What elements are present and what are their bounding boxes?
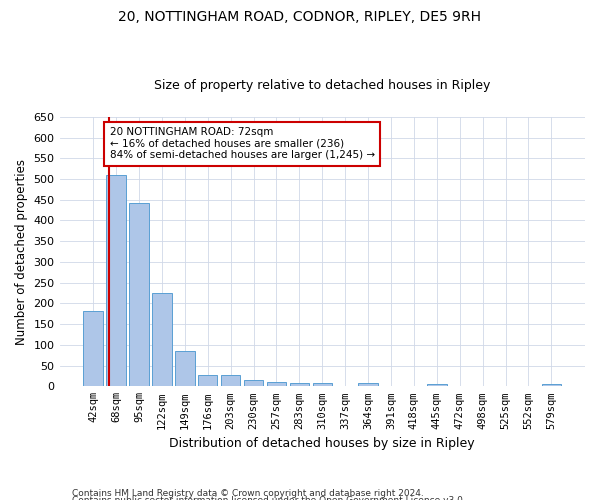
Text: Contains HM Land Registry data © Crown copyright and database right 2024.: Contains HM Land Registry data © Crown c… (72, 488, 424, 498)
Bar (198, 374, 217, 386)
X-axis label: Distribution of detached houses by size in Ripley: Distribution of detached houses by size … (169, 437, 475, 450)
Bar (221, 374, 241, 386)
Text: Contains public sector information licensed under the Open Government Licence v3: Contains public sector information licen… (72, 496, 466, 500)
Title: Size of property relative to detached houses in Ripley: Size of property relative to detached ho… (154, 79, 490, 92)
Bar (83, 312, 103, 386)
Bar (175, 352, 194, 386)
Bar (152, 292, 172, 386)
Bar (290, 383, 309, 386)
Bar (244, 380, 263, 386)
Bar (427, 384, 446, 386)
Bar (313, 383, 332, 386)
Bar (358, 382, 378, 386)
Text: 20, NOTTINGHAM ROAD, CODNOR, RIPLEY, DE5 9RH: 20, NOTTINGHAM ROAD, CODNOR, RIPLEY, DE5… (119, 10, 482, 24)
Bar (129, 204, 149, 386)
Text: 20 NOTTINGHAM ROAD: 72sqm
← 16% of detached houses are smaller (236)
84% of semi: 20 NOTTINGHAM ROAD: 72sqm ← 16% of detac… (110, 127, 375, 160)
Y-axis label: Number of detached properties: Number of detached properties (15, 158, 28, 344)
Bar (267, 382, 286, 386)
Bar (542, 384, 561, 386)
Bar (106, 175, 126, 386)
